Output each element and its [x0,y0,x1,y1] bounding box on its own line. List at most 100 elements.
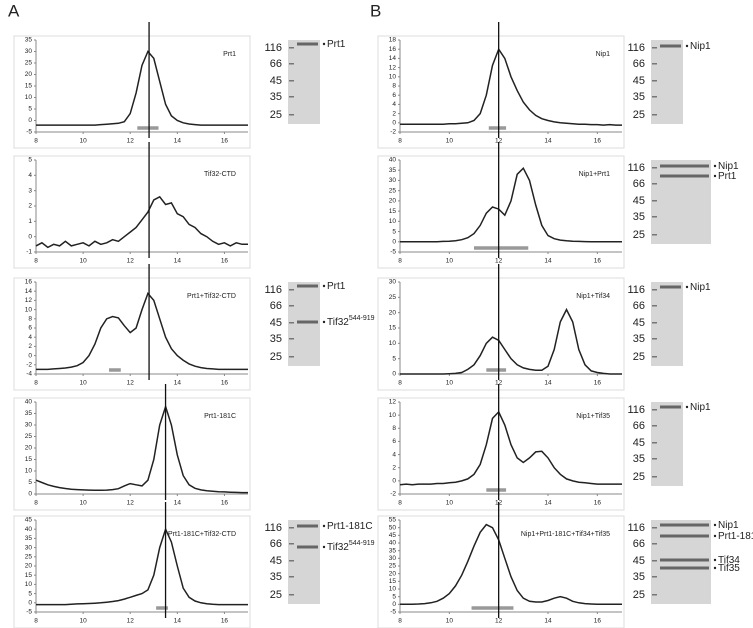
band-name: Prt1 [718,171,737,182]
x-tick-label: 10 [446,500,454,507]
marker-label: 66 [633,58,645,70]
marker-label: 45 [633,317,645,329]
marker-label: 25 [633,589,645,601]
protein-band [660,566,709,570]
series-label: Nip1+Tif35 [576,413,610,420]
y-tick-label: 12 [389,64,397,71]
gel-image [651,160,711,244]
y-tick-label: 10 [389,412,397,419]
gel: 116 66 45 35 25 Nip1 [627,402,711,486]
x-tick-label: 8 [398,258,402,265]
y-tick-label: -4 [26,371,32,378]
x-tick-label: 12 [127,258,135,265]
ladder-band [289,527,294,529]
marker-label: 35 [633,571,645,583]
x-tick-label: 16 [594,500,602,507]
band-dot [713,566,717,570]
marker-label: 66 [633,300,645,312]
y-tick-label: 15 [389,578,397,585]
x-tick-label: 12 [495,618,503,625]
y-tick-label: 50 [389,524,397,531]
y-tick-label: 2 [28,343,32,350]
y-tick-label: 0 [392,371,396,378]
y-tick-label: 12 [25,297,33,304]
ladder-band [652,356,657,358]
gel: 116 66 45 35 25 Nip1 [627,282,711,366]
y-tick-label: -2 [390,129,396,136]
y-tick-label: 45 [389,532,397,539]
x-tick-label: 16 [221,500,229,507]
gel-image [288,40,320,124]
series-label: Tif32-CTD [204,171,236,178]
trace [36,527,248,606]
y-tick-label: -5 [26,129,32,136]
band-dot [322,545,326,549]
marker-label: 66 [270,58,282,70]
marker-label: 25 [270,351,282,363]
x-tick-label: 10 [446,618,454,625]
y-tick-label: 30 [25,422,33,429]
band-name: Prt1 [327,39,346,50]
marker-label: 35 [270,333,282,345]
y-tick-label: 14 [25,288,33,295]
marker-label: 116 [627,404,645,416]
y-tick-label: 4 [28,334,32,341]
y-tick-label: 10 [25,581,33,588]
y-tick-label: 0 [28,117,32,124]
trace [399,410,622,486]
x-tick-label: 12 [127,618,135,625]
x-tick-label: 8 [398,500,402,507]
marker-label: 66 [633,420,645,432]
x-tick-label: 10 [79,138,87,145]
ladder-band [289,96,294,98]
band-label: Tif32544-919 [327,315,375,328]
x-tick-label: 14 [544,500,552,507]
x-tick-label: 16 [594,618,602,625]
y-tick-label: 0 [28,491,32,498]
y-tick-label: 25 [389,563,397,570]
y-tick-label: -2 [26,362,32,369]
y-tick-label: 0 [28,600,32,607]
marker-label: 35 [633,453,645,465]
band-name: Prt1-181C [718,531,753,542]
y-tick-label: 15 [25,83,33,90]
y-tick-label: 5 [28,590,32,597]
band-superscript: 544-919 [349,315,375,322]
x-tick-label: 12 [495,380,503,387]
y-tick-label: 25 [389,294,397,301]
y-tick-label: 0 [392,120,396,127]
y-tick-label: -5 [26,609,32,616]
marker-label: 25 [633,471,645,483]
x-tick-label: 8 [34,618,38,625]
trace [35,404,248,494]
ladder-band [652,409,657,411]
y-tick-label: 20 [25,71,33,78]
y-tick-label: 0 [28,352,32,359]
band-label: Prt1 [327,39,346,50]
series-label: Nip1+Prt1-181C+Tif34+Tif35 [521,531,610,538]
band-name: Nip1 [718,161,739,172]
y-tick-label: 10 [389,340,397,347]
ladder-band [652,527,657,529]
series-label: Prt1-181C [204,413,236,420]
band-label: Nip1 [690,282,711,293]
band-dot [713,164,717,168]
band-label: Tif34 [718,555,740,566]
y-tick-label: 30 [389,555,397,562]
ladder-band [652,560,657,562]
band-label: Tif32544-919 [327,540,375,553]
ladder-band [652,47,657,49]
ladder-band [652,305,657,307]
y-tick-label: 20 [389,198,397,205]
x-tick-label: 16 [221,618,229,625]
y-tick-label: 25 [25,433,33,440]
y-tick-label: 10 [25,468,33,475]
y-tick-label: -5 [390,249,396,256]
y-tick-label: -5 [390,609,396,616]
marker-label: 116 [264,42,282,54]
x-tick-label: 12 [495,138,503,145]
band-label: Nip1 [690,41,711,52]
y-tick-label: 5 [392,228,396,235]
plot-frame [377,397,625,511]
